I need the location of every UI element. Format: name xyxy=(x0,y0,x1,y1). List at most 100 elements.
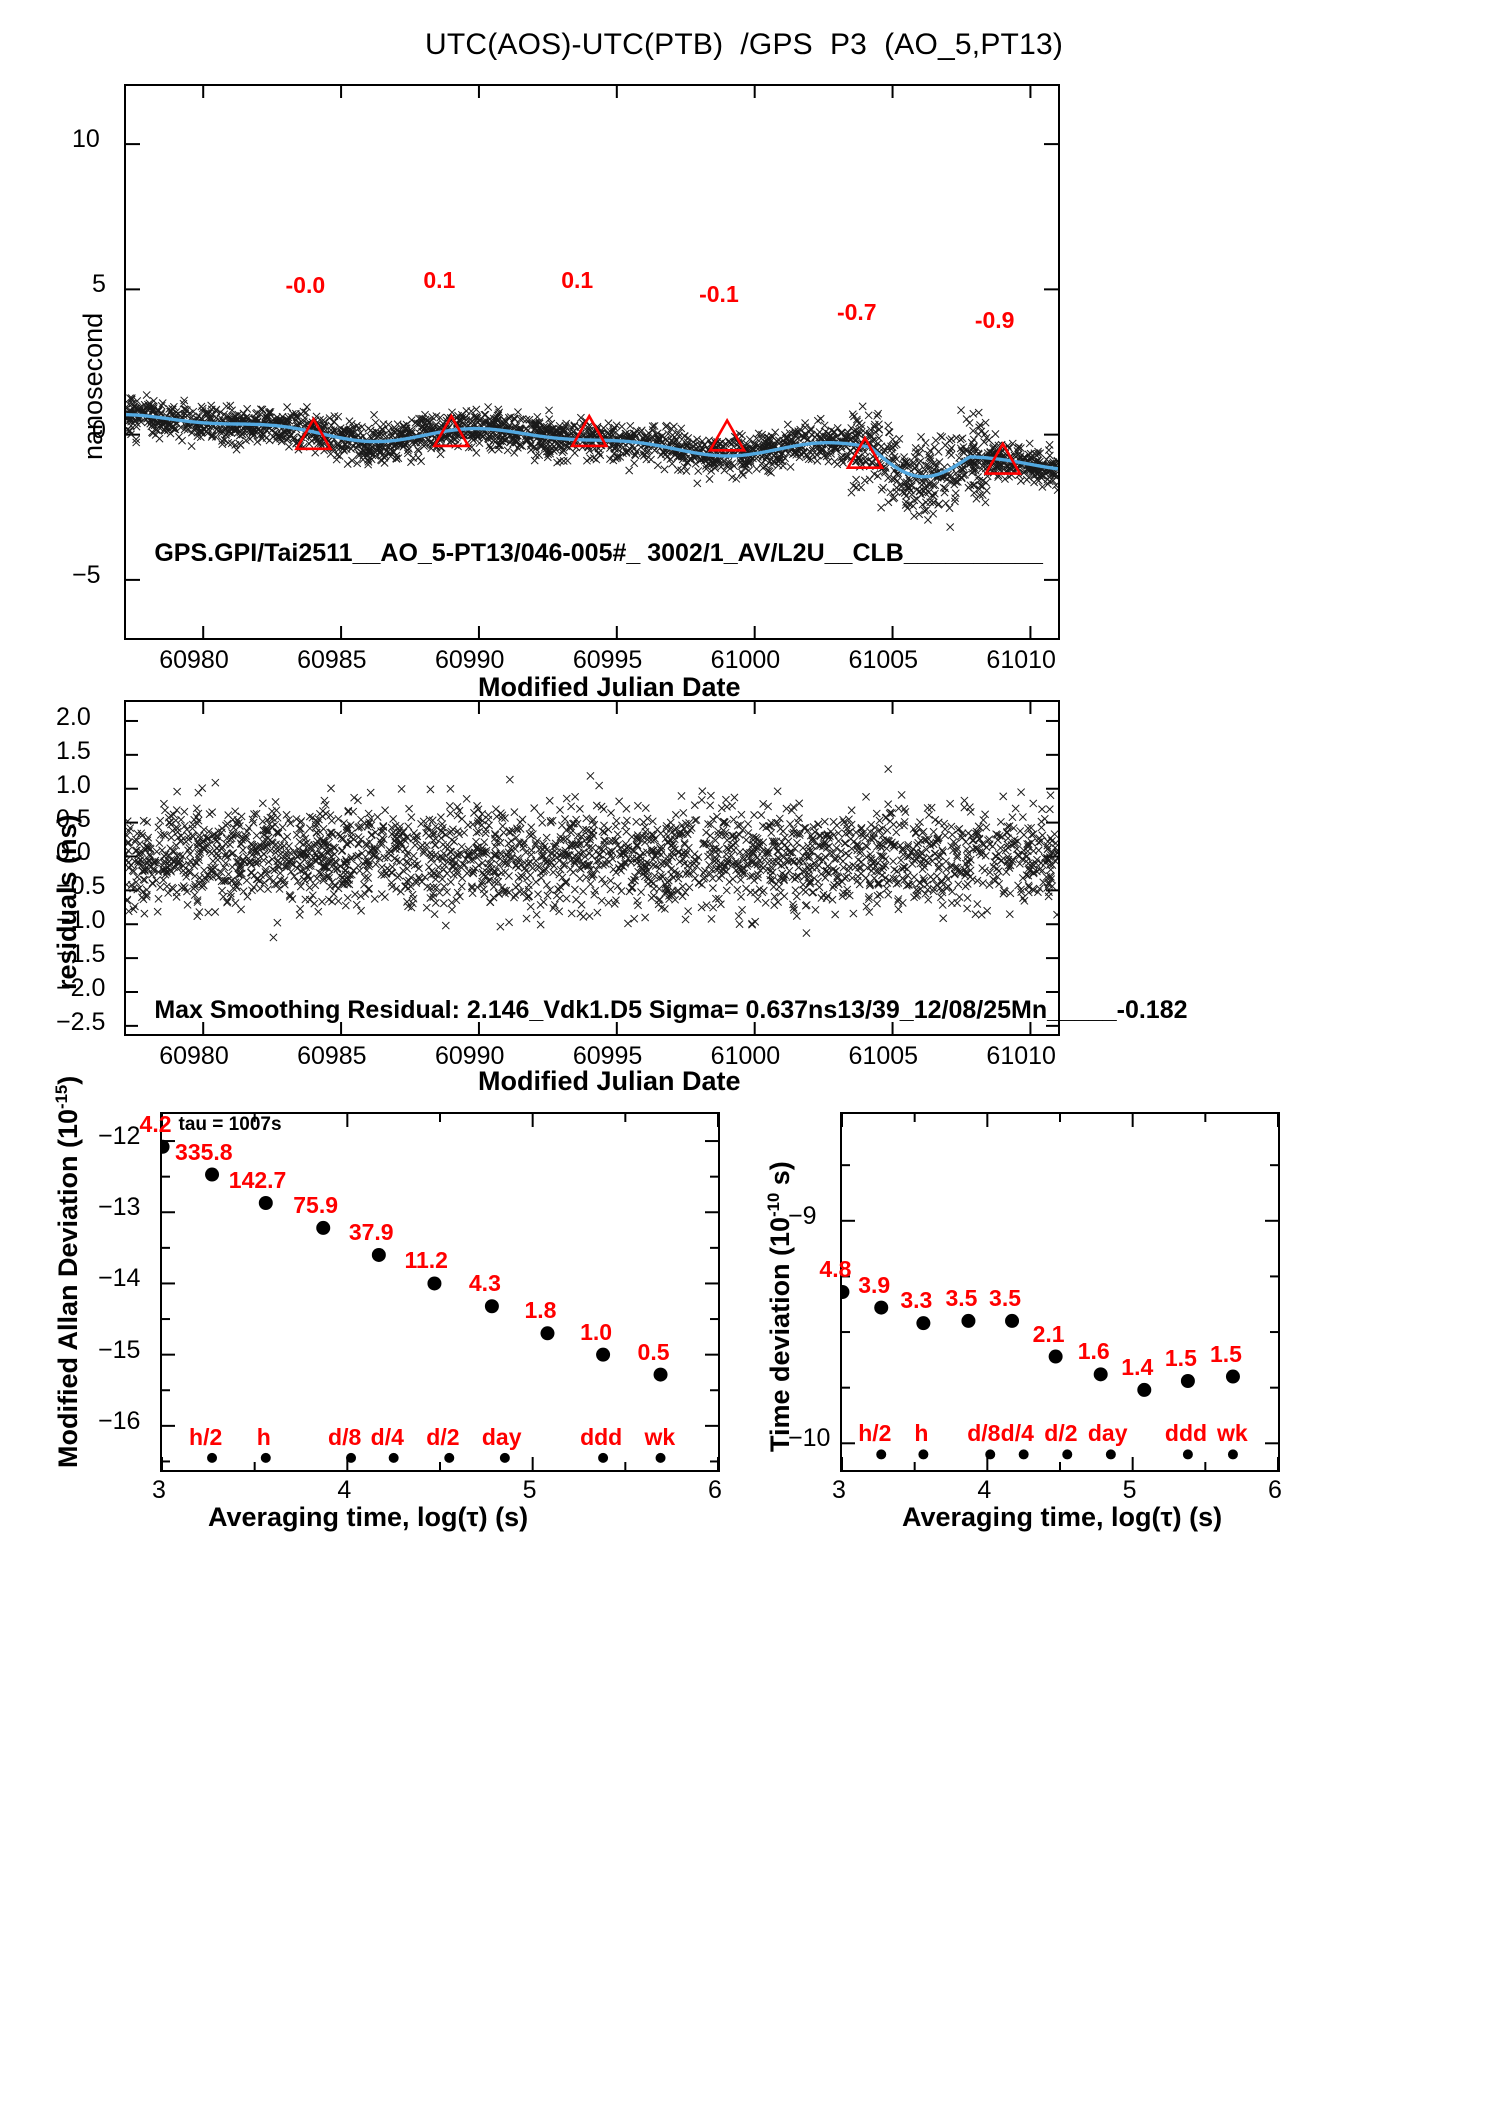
tdev-xlabel: Averaging time, log(τ) (s) xyxy=(902,1502,1222,1533)
residuals-ytick: 0.0 xyxy=(56,838,91,867)
timeseries-ytick: 5 xyxy=(92,270,106,299)
residuals-panel xyxy=(124,700,1060,1036)
mdev-xtick: 3 xyxy=(152,1476,166,1504)
tdev-tau-marker-label: d/4 xyxy=(1000,1420,1034,1447)
mdev-tau-marker-label: d/4 xyxy=(370,1423,404,1450)
mdev-plot xyxy=(162,1114,718,1470)
mdev-point-label: 4.3 xyxy=(468,1270,501,1297)
residuals-xtick: 61010 xyxy=(986,1042,1056,1070)
mdev-xlabel-post: ) (s) xyxy=(478,1502,529,1532)
tdev-plot xyxy=(842,1114,1278,1470)
mdev-tau-note: tau = 1007s xyxy=(178,1114,282,1136)
residuals-xtick: 61005 xyxy=(848,1042,919,1070)
timeseries-ytick: −5 xyxy=(72,560,101,589)
residuals-ytick: −1.5 xyxy=(56,940,106,969)
mdev-point-label: 75.9 xyxy=(293,1191,338,1218)
mdev-ytick: −12 xyxy=(98,1122,141,1151)
residuals-ytick: 2.0 xyxy=(56,702,91,731)
mdev-tau-marker-label: h/2 xyxy=(189,1423,223,1450)
tdev-point-label: 3.5 xyxy=(945,1284,978,1311)
tdev-point-label: 2.1 xyxy=(1032,1320,1065,1347)
timeseries-xtick: 61005 xyxy=(848,646,919,674)
tdev-point-label: 1.4 xyxy=(1121,1353,1154,1380)
mdev-ytick: −14 xyxy=(98,1264,141,1293)
tdev-point-label: 1.6 xyxy=(1077,1338,1110,1365)
mdev-tau-marker-label: wk xyxy=(644,1423,676,1450)
mdev-tau-marker-label: d/8 xyxy=(328,1423,362,1450)
tdev-ytick: −9 xyxy=(788,1201,817,1230)
mdev-point-label: 0.5 xyxy=(637,1338,670,1365)
residuals-ytick: 0.5 xyxy=(56,804,91,833)
residuals-xtick: 60980 xyxy=(159,1042,229,1070)
timeseries-ytick: 10 xyxy=(72,125,100,154)
mdev-point-label: 1.0 xyxy=(580,1318,613,1345)
residuals-ytick: −1.0 xyxy=(56,906,106,935)
residuals-xtick: 60995 xyxy=(572,1042,643,1070)
timeseries-xtick: 61010 xyxy=(986,646,1056,674)
tdev-ylabel-main: Time deviation (10 xyxy=(765,1216,795,1452)
tdev-xtick: 3 xyxy=(832,1476,846,1504)
tdev-point-label: 4.8 xyxy=(819,1256,852,1282)
mdev-xlabel-pre: Averaging time, log( xyxy=(208,1502,467,1532)
residuals-ytick: 1.5 xyxy=(56,736,91,765)
residuals-ytick: 1.0 xyxy=(56,770,91,799)
mdev-xtick: 6 xyxy=(708,1476,722,1504)
timeseries-xtick: 61000 xyxy=(710,646,781,674)
timeseries-xtick: 60980 xyxy=(159,646,229,674)
timeseries-caption: GPS.GPI/Tai2511__AO_5-PT13/046-005#_ 300… xyxy=(154,538,1043,567)
mdev-ytick: −15 xyxy=(98,1335,141,1364)
timeseries-offset-label: -0.7 xyxy=(836,298,877,325)
residuals-xtick: 60990 xyxy=(434,1042,505,1070)
timeseries-panel xyxy=(124,84,1060,640)
mdev-ylabel-exponent: -15 xyxy=(52,1084,71,1109)
mdev-point-label: 37.9 xyxy=(348,1218,394,1245)
residuals-ytick: −0.5 xyxy=(56,872,106,901)
tdev-xlabel-pre: Averaging time, log( xyxy=(902,1502,1161,1532)
timeseries-offset-label: 0.1 xyxy=(423,266,456,293)
tdev-tau-marker-label: day xyxy=(1087,1420,1128,1447)
tdev-xtick: 5 xyxy=(1122,1476,1137,1504)
residuals-ytick: −2.0 xyxy=(56,973,106,1002)
timeseries-plot xyxy=(126,86,1058,638)
tdev-xlabel-tau: τ xyxy=(1160,1502,1173,1532)
mdev-xtick: 4 xyxy=(337,1476,352,1504)
residuals-xtick: 60985 xyxy=(297,1042,367,1070)
timeseries-xtick: 60990 xyxy=(434,646,505,674)
mdev-tau-marker-label: h xyxy=(256,1423,271,1450)
mdev-panel xyxy=(160,1112,720,1472)
tdev-tau-marker-label: d/2 xyxy=(1044,1420,1078,1447)
tdev-ylabel-close: s) xyxy=(765,1161,795,1193)
tdev-ytick: −10 xyxy=(788,1424,831,1453)
mdev-ylabel-close: ) xyxy=(53,1075,83,1085)
tdev-tau-marker-label: h/2 xyxy=(858,1420,892,1447)
timeseries-offset-label: -0.0 xyxy=(285,272,326,299)
tdev-tau-marker-label: d/8 xyxy=(967,1420,1001,1447)
tdev-xtick: 4 xyxy=(977,1476,992,1504)
tdev-xtick: 6 xyxy=(1268,1476,1282,1504)
timeseries-xlabel: Modified Julian Date xyxy=(478,672,741,702)
residuals-caption: Max Smoothing Residual: 2.146_Vdk1.D5 Si… xyxy=(154,996,1188,1025)
mdev-ylabel: Modified Allan Deviation (10-15) xyxy=(52,1076,84,1468)
mdev-point-label: 11.2 xyxy=(404,1247,448,1274)
page-title: UTC(AOS)-UTC(PTB) /GPS P3 (AO_5,PT13) xyxy=(424,28,1064,61)
tdev-point-label: 3.9 xyxy=(858,1271,891,1298)
tdev-tau-marker-label: h xyxy=(914,1420,929,1447)
mdev-xtick: 5 xyxy=(522,1476,537,1504)
mdev-xlabel-tau: τ xyxy=(466,1502,479,1532)
mdev-tau-marker-label: ddd xyxy=(580,1423,623,1450)
tdev-point-label: 1.5 xyxy=(1164,1345,1197,1371)
mdev-ytick: −16 xyxy=(98,1406,141,1435)
timeseries-offset-label: -0.1 xyxy=(699,281,739,308)
timeseries-xtick: 60995 xyxy=(572,646,643,674)
residuals-ytick: −2.5 xyxy=(56,1007,106,1036)
mdev-point-label: 142.7 xyxy=(228,1167,287,1193)
mdev-ylabel-main: Modified Allan Deviation (10 xyxy=(53,1108,83,1468)
mdev-ytick: −13 xyxy=(98,1193,141,1222)
timeseries-ytick: 0 xyxy=(92,415,106,444)
residuals-xtick: 61000 xyxy=(710,1042,781,1070)
tdev-point-label: 3.3 xyxy=(900,1287,933,1314)
tdev-ylabel-exponent: -10 xyxy=(764,1192,783,1217)
timeseries-offset-label: -0.9 xyxy=(974,307,1015,334)
mdev-point-label: 4.2 xyxy=(139,1110,172,1137)
